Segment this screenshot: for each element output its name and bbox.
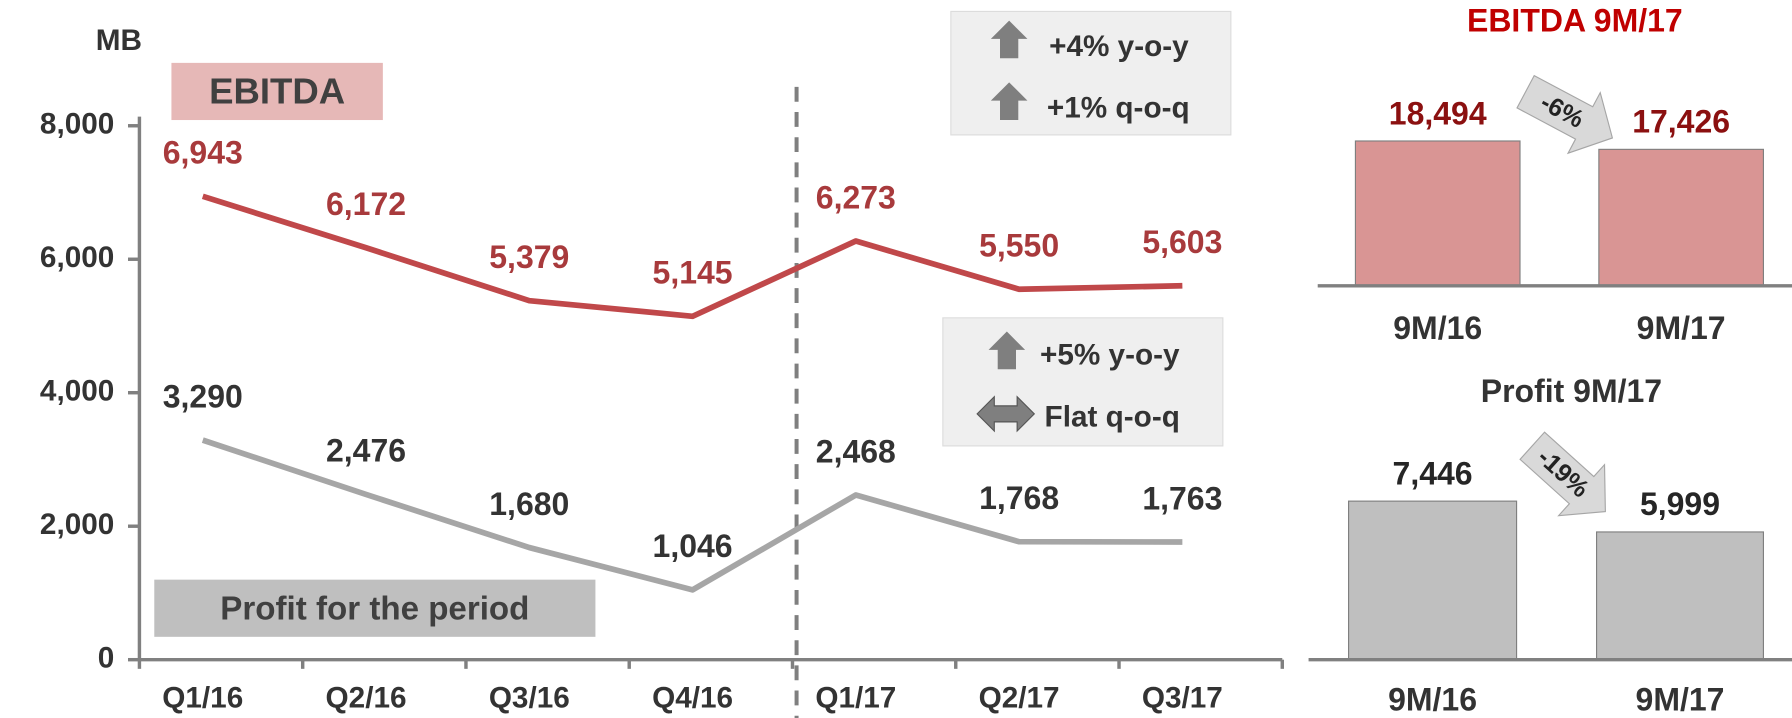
x-tick-label: Q1/17 [815, 682, 896, 715]
bar [1347, 500, 1518, 661]
arrow-shape [1516, 74, 1614, 155]
y-axis-label: MB [96, 24, 142, 57]
chart-title: Profit 9M/17 [1481, 373, 1662, 409]
data-label: 1,768 [979, 480, 1059, 516]
annotation: +5% y-o-y [1040, 339, 1180, 372]
data-label: 18,494 [1389, 95, 1487, 131]
data-label: 6,273 [816, 179, 896, 215]
data-label: 5,145 [653, 255, 733, 291]
annotation: Flat q-o-q [1045, 400, 1180, 433]
legend-box [171, 62, 383, 121]
data-label: 2,476 [326, 433, 406, 469]
data-label: 6,943 [163, 135, 243, 171]
y-tick-label: 4,000 [40, 375, 114, 408]
bar [1596, 531, 1764, 661]
series-line [201, 437, 1183, 593]
y-tick-label: 8,000 [40, 108, 114, 141]
data-label: 1,763 [1142, 480, 1222, 516]
data-label: 5,379 [489, 239, 569, 275]
data-label: 2,468 [816, 433, 896, 469]
data-label: 1,680 [489, 486, 569, 522]
x-tick-label: Q3/16 [489, 682, 570, 715]
legend-box [154, 579, 596, 637]
up-arrow [990, 82, 1028, 121]
x-tick-label: Q1/16 [162, 682, 243, 715]
arrow-shape [1519, 431, 1606, 517]
chart-title: EBITDA 9M/17 [1467, 2, 1683, 38]
annotation: +1% q-o-q [1047, 92, 1190, 125]
data-label: 5,550 [979, 228, 1059, 264]
annotation: +4% y-o-y [1049, 30, 1189, 63]
data-label: 6,172 [326, 186, 406, 222]
legend-label: Profit for the period [220, 590, 529, 627]
up-arrow [990, 20, 1028, 59]
data-label: 1,046 [653, 528, 733, 564]
x-tick-label: Q2/17 [979, 682, 1060, 715]
y-tick-label: 2,000 [40, 508, 114, 541]
x-tick-label: 9M/17 [1637, 310, 1726, 346]
flat-arrow [976, 395, 1036, 433]
x-tick-label: 9M/16 [1393, 310, 1482, 346]
legend-label: EBITDA [209, 70, 345, 111]
x-tick-label: Q4/16 [652, 682, 733, 715]
x-tick-label: 9M/17 [1636, 681, 1725, 717]
x-tick-label: Q3/17 [1142, 682, 1223, 715]
series-line [201, 193, 1183, 320]
bar [1354, 140, 1521, 287]
x-tick-label: Q2/16 [326, 682, 407, 715]
change-arrow: -19% [1519, 431, 1606, 517]
y-tick-label: 0 [98, 642, 115, 675]
bar [1598, 148, 1764, 287]
data-label: 5,999 [1640, 486, 1720, 522]
x-tick-label: 9M/16 [1388, 681, 1477, 717]
data-label: 7,446 [1393, 455, 1473, 491]
data-label: 17,426 [1632, 104, 1730, 140]
data-label: 3,290 [163, 378, 243, 414]
y-tick-label: 6,000 [40, 241, 114, 274]
annotation-box [950, 10, 1232, 136]
data-label: 5,603 [1142, 224, 1222, 260]
